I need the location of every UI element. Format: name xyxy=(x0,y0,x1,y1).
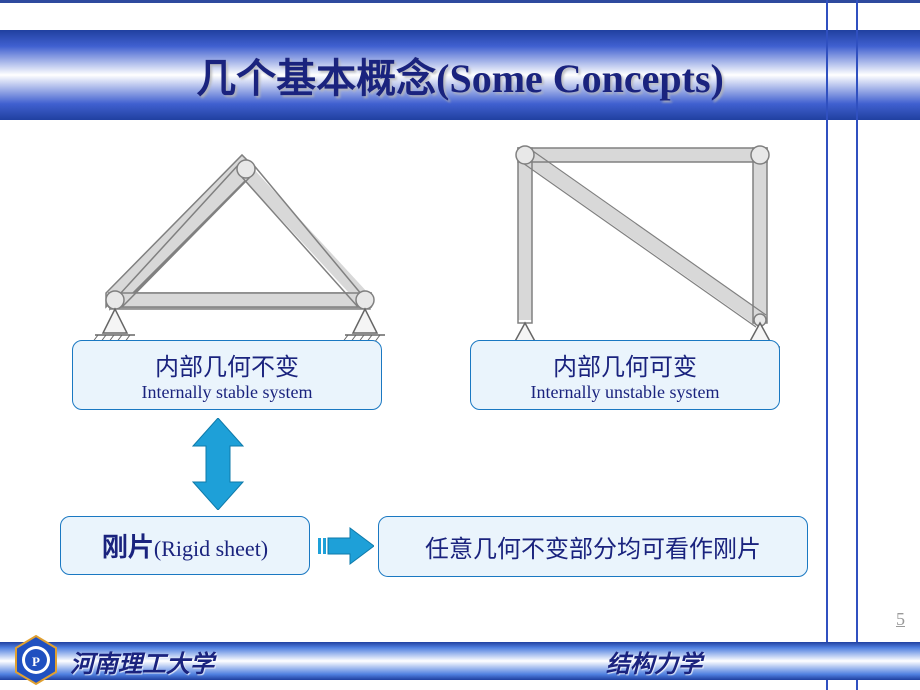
label-rigid-en: (Rigid sheet) xyxy=(154,536,268,561)
label-rigid-cn: 刚片 xyxy=(102,533,154,562)
label-unstable-cn: 内部几何可变 xyxy=(489,347,761,382)
footer-right: 结构力学 xyxy=(506,642,920,680)
label-stable-en: Internally stable system xyxy=(91,382,363,403)
footer-left: 河南理工大学 xyxy=(0,642,506,680)
right-arrow-icon xyxy=(318,526,374,566)
label-stable-cn: 内部几何不变 xyxy=(91,347,363,382)
label-unstable: 内部几何可变 Internally unstable system xyxy=(470,340,780,410)
university-name: 河南理工大学 xyxy=(70,644,214,679)
label-arbitrary-cn: 任意几何不变部分均可看作刚片 xyxy=(389,529,797,564)
label-stable: 内部几何不变 Internally stable system xyxy=(72,340,382,410)
slide: 几个基本概念(Some Concepts) xyxy=(0,0,920,690)
double-arrow-icon xyxy=(188,418,248,510)
footer-bar: 河南理工大学 结构力学 xyxy=(0,642,920,680)
label-arbitrary: 任意几何不变部分均可看作刚片 xyxy=(378,516,808,577)
label-rigid: 刚片(Rigid sheet) xyxy=(60,516,310,575)
svg-text:P: P xyxy=(32,654,40,669)
subject-name: 结构力学 xyxy=(606,644,702,679)
truss-diagram-stable xyxy=(70,145,410,355)
title-bar: 几个基本概念(Some Concepts) xyxy=(0,30,920,120)
page-title: 几个基本概念(Some Concepts) xyxy=(196,46,724,104)
university-logo-icon: P xyxy=(10,634,62,686)
page-number: 5 xyxy=(896,609,905,630)
top-accent-line xyxy=(0,0,920,3)
truss-diagram-unstable xyxy=(480,125,810,355)
label-unstable-en: Internally unstable system xyxy=(489,382,761,403)
